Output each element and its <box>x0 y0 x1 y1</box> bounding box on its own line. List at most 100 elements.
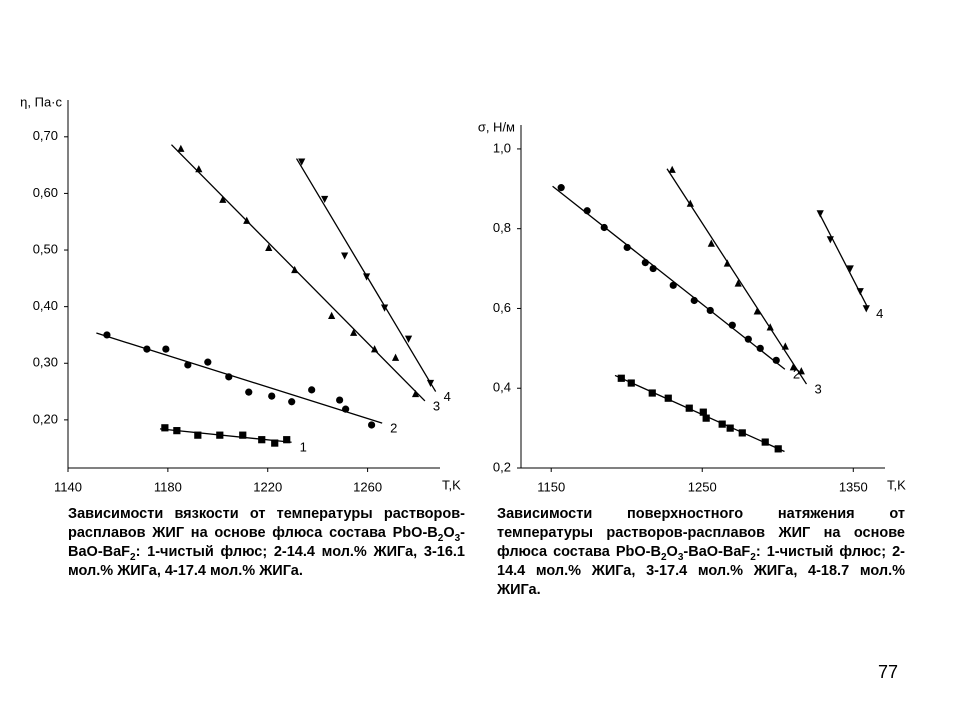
point <box>219 195 227 203</box>
fit-line <box>170 144 426 402</box>
y-tick-label: 0,8 <box>493 220 511 235</box>
point <box>772 356 780 364</box>
point <box>685 404 693 412</box>
point <box>245 388 253 396</box>
point <box>826 236 834 244</box>
point <box>774 445 782 453</box>
point <box>846 265 854 273</box>
caption-text: Зависимости вязкости от температуры раст… <box>68 506 465 541</box>
point <box>797 367 805 375</box>
caption-text: -BaO-BaF <box>683 544 751 560</box>
point <box>706 306 714 315</box>
point <box>342 405 350 413</box>
caption-subscript: 2 <box>437 532 444 544</box>
series-label: 2 <box>793 367 800 382</box>
point <box>404 335 413 343</box>
series-label: 3 <box>433 398 440 413</box>
point <box>623 243 631 252</box>
y-tick-label: 0,50 <box>33 241 58 256</box>
point <box>617 374 625 382</box>
x-axis-label: T,K <box>442 477 461 492</box>
y-tick-label: 0,30 <box>33 355 58 370</box>
y-tick-label: 0,70 <box>33 128 58 143</box>
point <box>143 345 151 353</box>
point <box>718 420 726 428</box>
point <box>753 307 761 315</box>
y-axis-label: η, Па·с <box>20 94 62 109</box>
point <box>726 424 734 432</box>
point <box>321 195 329 204</box>
point <box>744 335 752 343</box>
point <box>225 373 233 381</box>
y-tick-label: 0,2 <box>493 459 511 474</box>
point <box>243 216 251 224</box>
y-tick-label: 0,40 <box>33 298 58 313</box>
point <box>291 265 299 274</box>
point <box>177 144 185 152</box>
caption-subscript: 2 <box>660 551 667 563</box>
y-tick-label: 1,0 <box>493 140 511 155</box>
fit-line <box>666 168 808 385</box>
point <box>627 379 635 387</box>
point <box>641 258 649 267</box>
point <box>367 421 376 429</box>
fit-line <box>96 332 383 424</box>
x-tick-label: 1250 <box>688 479 717 494</box>
x-axis-label: T,K <box>887 477 906 492</box>
point <box>391 353 400 361</box>
point <box>283 436 291 444</box>
point <box>362 273 371 281</box>
point <box>258 436 266 444</box>
point <box>648 389 656 397</box>
point <box>184 361 192 369</box>
fit-line <box>159 428 292 443</box>
point <box>756 344 764 352</box>
point <box>816 210 824 218</box>
series-label: 4 <box>876 306 883 321</box>
point <box>707 239 715 247</box>
point <box>686 199 694 207</box>
point <box>761 438 769 446</box>
point <box>789 363 797 371</box>
point <box>664 394 672 402</box>
y-tick-label: 0,60 <box>33 185 58 200</box>
page-number: 77 <box>878 662 899 682</box>
point <box>723 259 731 267</box>
point <box>195 165 203 173</box>
point <box>557 184 565 192</box>
caption-text: Зависимости поверхностного натяжения от … <box>497 506 905 560</box>
point <box>862 305 870 313</box>
point <box>336 396 344 404</box>
x-tick-label: 1180 <box>154 479 182 494</box>
series-label: 3 <box>814 382 821 397</box>
caption-text: O <box>666 544 678 560</box>
point <box>103 331 111 339</box>
point <box>781 342 789 350</box>
point <box>350 328 358 336</box>
point <box>668 165 676 173</box>
point <box>702 414 710 422</box>
point <box>649 264 657 273</box>
point <box>161 424 169 432</box>
point <box>699 408 707 416</box>
point <box>173 427 181 435</box>
point <box>583 207 591 215</box>
series-label: 4 <box>444 389 451 404</box>
x-tick-label: 1260 <box>353 479 382 494</box>
caption-subscript: 3 <box>454 532 461 544</box>
point <box>766 323 774 331</box>
point <box>728 321 736 329</box>
point <box>162 345 170 353</box>
y-tick-label: 0,4 <box>493 380 511 395</box>
caption-text: O <box>443 525 455 541</box>
x-tick-label: 1150 <box>537 479 565 494</box>
point <box>328 311 336 319</box>
series-label: 2 <box>390 421 397 436</box>
point <box>426 379 435 388</box>
point <box>690 296 698 305</box>
caption-subscript: 3 <box>677 551 684 563</box>
y-tick-label: 0,6 <box>493 300 511 315</box>
point <box>411 389 420 398</box>
y-tick-label: 0,20 <box>33 411 58 426</box>
